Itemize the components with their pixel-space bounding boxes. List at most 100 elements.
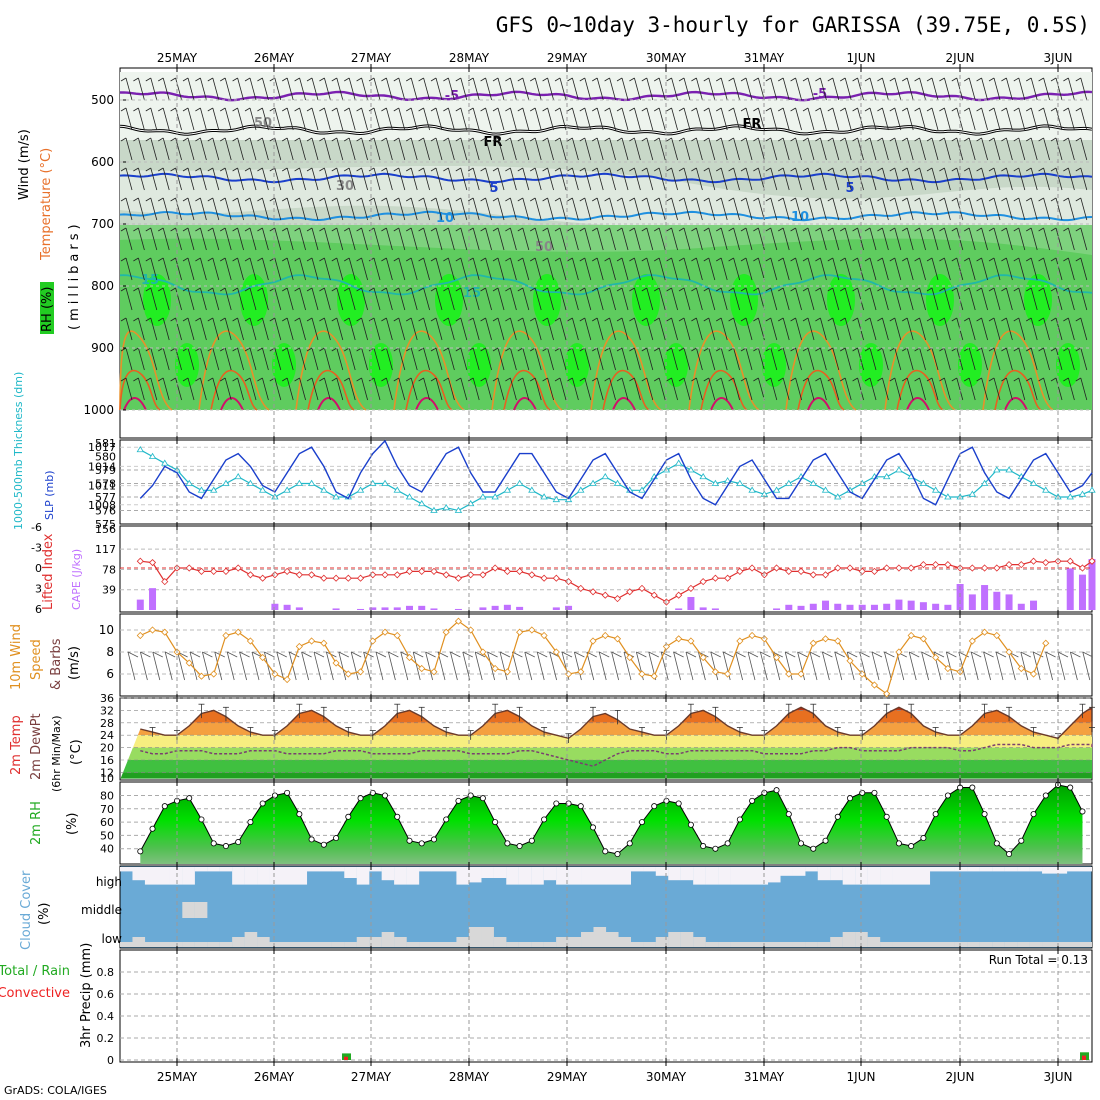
wind-barb-flag (542, 227, 548, 232)
wind-barb (919, 287, 926, 311)
wind-barb-flag (505, 287, 511, 292)
cape-bar (516, 606, 524, 610)
wind-barb (138, 257, 145, 281)
wind-barb (1080, 287, 1088, 311)
li-point (136, 557, 144, 565)
wind-barb (497, 257, 505, 281)
wind-barb (919, 227, 926, 251)
wind-barb (386, 167, 393, 191)
wind-barb-flag (405, 317, 412, 322)
pressure-level-label: 700 (91, 217, 114, 231)
wind-barb (1030, 167, 1038, 191)
wind-barb-flag (976, 377, 982, 382)
top-date-label: 30MAY (646, 51, 687, 65)
wind-barb-flag (777, 77, 784, 82)
wind-barb-flag (691, 317, 697, 322)
wind-barb (522, 317, 530, 341)
wind-barb-flag (939, 317, 945, 322)
wind-barb (733, 287, 740, 311)
wind-barb-flag (591, 227, 598, 232)
wind10m-barb (499, 651, 508, 681)
wind-barb (1055, 227, 1063, 251)
wind-barb-flag (430, 227, 437, 232)
isotherm-label: 5 (489, 181, 498, 196)
wind-barb-flag (839, 137, 846, 142)
cloud-high-cell (730, 867, 744, 885)
cloud-low-cell (767, 942, 781, 947)
rh-point (810, 845, 817, 852)
li-point (834, 564, 842, 572)
wind-barb (373, 137, 381, 161)
wind-barb (634, 257, 641, 281)
li-point (968, 564, 976, 572)
wind10m-barb (152, 651, 161, 681)
wind-barb (125, 167, 133, 191)
wind-barb (671, 257, 678, 281)
rh-core (958, 343, 982, 387)
wind10m-barb-flag (189, 651, 201, 658)
wind-barb-flag (343, 197, 350, 202)
cloud-high-cell (468, 867, 482, 883)
rh-tick: 50 (100, 829, 114, 842)
wind-barb (968, 137, 976, 161)
wind-barb-flag (641, 347, 648, 352)
wind-barb-flag (864, 227, 871, 232)
rh-point (430, 836, 437, 843)
wind-barb (981, 347, 988, 371)
wind-barb (237, 167, 244, 191)
wind-barb-flag (1025, 227, 1032, 232)
wind10m-barb-flag (1020, 651, 1031, 658)
cape-bar (944, 604, 952, 610)
rh-point (345, 813, 352, 820)
rh-point (149, 825, 156, 832)
ws-point (234, 628, 242, 636)
wind-barb-flag (1063, 137, 1069, 142)
cape-bar (773, 608, 781, 610)
wind-barb-flag (393, 317, 400, 322)
cape-bar (479, 607, 487, 610)
wind-barb (1055, 317, 1063, 341)
isotherm-hottest (220, 397, 244, 411)
wind-barb (200, 197, 207, 221)
wind-barb-flag (691, 167, 697, 172)
wind-barb-flag (852, 197, 858, 202)
wind-barb (646, 317, 654, 341)
wind-barb (410, 77, 418, 101)
wind-barb-flag (1025, 317, 1032, 322)
wind10m-barb (983, 651, 991, 681)
slp-tick: 1014 (88, 460, 116, 473)
wind-barb (968, 77, 976, 101)
wind-barb-flag (765, 137, 772, 142)
wind-barb (237, 377, 244, 401)
wind-barb (1080, 137, 1088, 161)
wind-barb (844, 347, 852, 371)
cape-tick: 39 (102, 584, 116, 597)
wind10m-barb (226, 651, 235, 681)
rh-tick: 60 (100, 816, 114, 829)
wind-barb (386, 287, 393, 311)
wind-barb (212, 197, 220, 221)
wind10m-barb (512, 651, 520, 681)
cloud-high-cell (556, 867, 569, 885)
thickness-point (418, 499, 426, 507)
wind-barb (286, 227, 294, 251)
wind-barb (410, 167, 418, 191)
isotherm-warm (982, 330, 1054, 411)
isotherm-hottest (612, 397, 636, 411)
wind-barb (931, 317, 939, 341)
wind-barb (720, 137, 728, 161)
wind-barb (646, 107, 654, 131)
wind-barb (919, 107, 926, 131)
wind-barb-flag (976, 197, 982, 202)
wind-barb-flag (1013, 287, 1020, 292)
wind-barb (683, 347, 691, 371)
wind-barb (634, 377, 641, 401)
wind-barb-flag (691, 377, 697, 382)
wind-barb-flag (616, 137, 623, 142)
cloud-low-cell (929, 942, 943, 947)
thickness-point (980, 479, 989, 486)
wind-barb (1030, 227, 1038, 251)
cloud-high-label: high (96, 875, 122, 889)
wind-barb-flag (1050, 347, 1057, 352)
